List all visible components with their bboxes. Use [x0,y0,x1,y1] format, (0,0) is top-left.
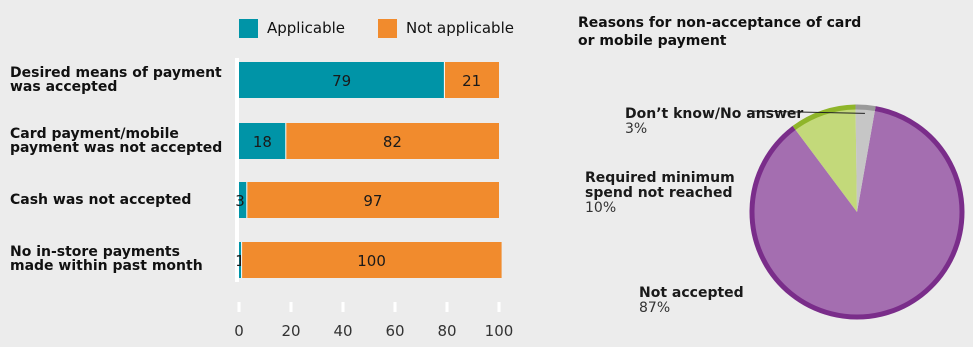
legend-swatch-applicable [239,19,258,38]
bar-not-applicable-0 [444,62,499,98]
category-label-card-not-accepted: Card payment/mobile payment was not acce… [10,126,223,156]
pie-border-dont-know [855,104,876,112]
bar-value-label-applicable-1: 18 [253,133,272,151]
bar-not-applicable-2 [246,182,499,218]
pie-label-dont-know: Don’t know/No answer 3% [625,92,803,152]
category-label-cash-not-accepted: Cash was not accepted [10,192,192,208]
pie-label-min-spend-text: Required minimum spend not reached [585,170,735,201]
bar-value-label-not-applicable-0: 21 [462,72,481,90]
pie-label-not-accepted-pct: 87% [639,300,671,316]
bar-value-label-applicable-0: 79 [332,72,351,90]
x-tick-label-60: 60 [385,322,404,340]
bar-value-label-not-applicable-3: 100 [357,252,386,270]
category-label-desired-accepted: Desired means of payment was accepted [10,65,222,95]
bar-applicable-2 [239,182,247,218]
x-tick-label-0: 0 [234,322,244,340]
bar-not-applicable-3 [241,242,502,278]
pie-label-min-spend: Required minimum spend not reached 10% [585,156,735,231]
bar-applicable-0 [239,62,445,98]
bar-not-applicable-1 [285,123,499,159]
pie-label-dont-know-pct: 3% [625,121,648,137]
bar-value-label-not-applicable-2: 97 [363,192,382,210]
bar-applicable-3 [239,242,242,278]
category-label-no-payments: No in-store payments made within past mo… [10,244,203,274]
bar-value-label-applicable-3: 1 [235,252,245,270]
pie-leader-line-dont-know [747,110,865,114]
legend-label-applicable: Applicable [267,19,345,37]
bar-value-label-applicable-2: 3 [235,192,245,210]
pie-label-dont-know-text: Don’t know/No answer [625,106,804,122]
pie-slice-dont-know [855,107,876,212]
pie-border-not-accepted [749,106,965,320]
x-tick-label-100: 100 [485,322,514,340]
pie-label-min-spend-pct: 10% [585,200,617,216]
pie-label-not-accepted-text: Not accepted [639,285,744,301]
bar-value-label-not-applicable-1: 82 [383,133,402,151]
legend-label-not-applicable: Not applicable [406,19,514,37]
x-tick-label-40: 40 [333,322,352,340]
pie-slice-not-accepted [752,108,962,318]
x-tick-label-80: 80 [437,322,456,340]
pie-label-not-accepted: Not accepted 87% [639,271,744,331]
pie-slice-min-spend [794,107,857,212]
legend-swatch-not-applicable [378,19,397,38]
x-tick-label-20: 20 [281,322,300,340]
pie-title: Reasons for non-acceptance of card or mo… [578,15,862,49]
bar-applicable-1 [239,123,286,159]
